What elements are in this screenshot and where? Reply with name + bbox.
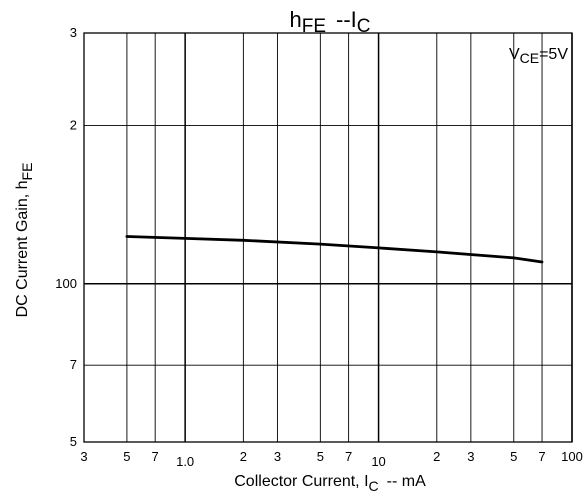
series-layer xyxy=(125,235,544,264)
y-tick-label: 100 xyxy=(55,276,77,291)
x-tick-label: 10 xyxy=(371,454,385,469)
series-line xyxy=(125,235,544,264)
x-tick-label: 7 xyxy=(538,449,545,464)
x-tick-label: 5 xyxy=(317,449,324,464)
x-tick-label: 5 xyxy=(510,449,517,464)
x-tick-label: 2 xyxy=(433,449,440,464)
vce-annotation: VCE=5V xyxy=(509,46,568,66)
x-axis-label: Collector Current, IC -- mA xyxy=(234,473,426,494)
y-tick-label: 7 xyxy=(70,357,77,372)
y-axis-label: DC Current Gain, hFE xyxy=(14,163,35,318)
x-tick-label: 7 xyxy=(345,449,352,464)
x-tick-label: 7 xyxy=(152,449,159,464)
y-tick-label: 5 xyxy=(70,434,77,449)
y-tick-label: 2 xyxy=(70,118,77,133)
x-tick-label: 5 xyxy=(123,449,130,464)
x-tick-labels: 3 5 7 1.0 2 3 5 7 10 2 3 5 7 100 xyxy=(80,449,582,469)
x-tick-label: 3 xyxy=(80,449,87,464)
x-tick-label: 1.0 xyxy=(176,454,194,469)
plot-frame xyxy=(83,32,573,443)
chart-title: hFE --IC xyxy=(289,7,370,37)
x-tick-label: 2 xyxy=(240,449,247,464)
x-tick-label: 100 xyxy=(561,449,583,464)
x-tick-label: 3 xyxy=(467,449,474,464)
y-tick-label: 3 xyxy=(70,25,77,40)
y-tick-labels: 5 7 100 2 3 xyxy=(55,25,77,449)
x-tick-label: 3 xyxy=(274,449,281,464)
